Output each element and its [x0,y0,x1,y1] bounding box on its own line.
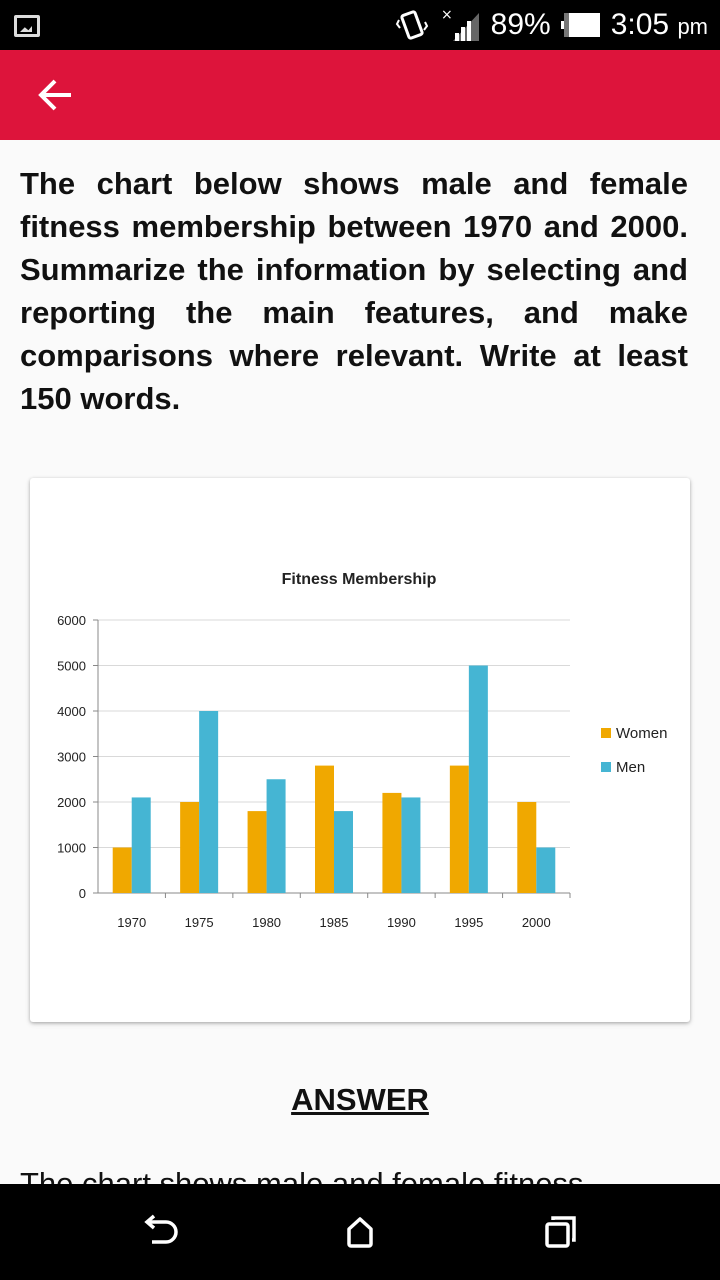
bar-men-1980 [266,779,286,893]
gallery-notification-icon [14,15,40,37]
bar-women-1990 [382,792,402,893]
chart-bars [112,665,556,893]
x-tick-label-1975: 1975 [185,915,214,930]
bar-women-1975 [180,802,200,893]
vibrate-icon [395,10,428,40]
y-tick-label-3000: 3000 [57,750,86,765]
status-right-group: × 89% 3:05 pm [395,0,708,50]
question-text: The chart below shows male and female fi… [20,166,688,416]
legend-label-men: Men [616,759,645,776]
bar-women-1995 [449,765,469,893]
y-tick-label-0: 0 [79,886,86,901]
chart-legend: Women Men [601,725,667,776]
arrow-left-icon [38,79,71,111]
y-tick-label-2000: 2000 [57,795,86,810]
clock: 3:05 pm [611,8,708,42]
nav-back-icon [144,1214,178,1244]
x-tick-label-1990: 1990 [387,915,416,930]
answer-heading: ANSWER [291,1082,429,1117]
content-scroll-area[interactable]: The chart below shows male and female fi… [0,140,720,1184]
chart-card: Fitness Membership 0 1000 2000 3000 4000 5000… [30,478,690,1022]
y-tick-label-4000: 4000 [57,704,86,719]
bar-men-1995 [468,665,488,893]
nav-recents-button[interactable] [536,1208,584,1256]
battery-percent: 89% [490,8,551,41]
x-tick-label-1985: 1985 [320,915,349,930]
answer-text: The chart shows male and female fitness [20,1166,584,1184]
bar-men-1990 [401,797,421,893]
navigation-bar [0,1184,720,1280]
chart-gridlines [98,619,570,848]
nav-back-button[interactable] [136,1208,184,1256]
chart-tick-labels: 0 1000 2000 3000 4000 5000 6000 1970 1975 1980 198… [57,613,551,930]
x-tick-label-1970: 1970 [117,915,146,930]
chart-title: Fitness Membership [282,571,437,588]
x-tick-label-2000: 2000 [522,915,551,930]
y-tick-label-1000: 1000 [57,841,86,856]
status-bar: × 89% 3:05 pm [0,0,720,50]
bar-women-1980 [247,811,267,893]
bar-men-1975 [199,711,219,893]
bar-women-2000 [517,802,537,893]
bar-men-1985 [334,811,353,893]
battery-icon [560,13,600,37]
legend-swatch-women [601,728,611,738]
clock-ampm: pm [677,14,708,39]
nav-home-button[interactable] [336,1208,384,1256]
x-tick-label-1995: 1995 [454,915,483,930]
bar-women-1985 [315,765,334,893]
back-button[interactable] [28,70,84,120]
x-tick-label-1980: 1980 [252,915,281,930]
nav-home-icon [347,1217,373,1248]
bar-men-2000 [536,847,556,893]
legend-swatch-men [601,762,611,772]
svg-text:×: × [441,7,453,23]
nav-recents-icon [545,1216,576,1248]
y-tick-label-5000: 5000 [57,659,86,674]
bar-women-1970 [112,847,132,893]
y-tick-label-6000: 6000 [57,613,86,628]
legend-label-women: Women [616,725,667,742]
clock-time: 3:05 [610,8,670,41]
signal-icon: × [441,7,479,41]
bar-men-1970 [131,797,151,893]
app-bar [0,50,720,140]
fitness-membership-chart: Fitness Membership 0 1000 2000 3000 4000 5000… [57,571,667,930]
